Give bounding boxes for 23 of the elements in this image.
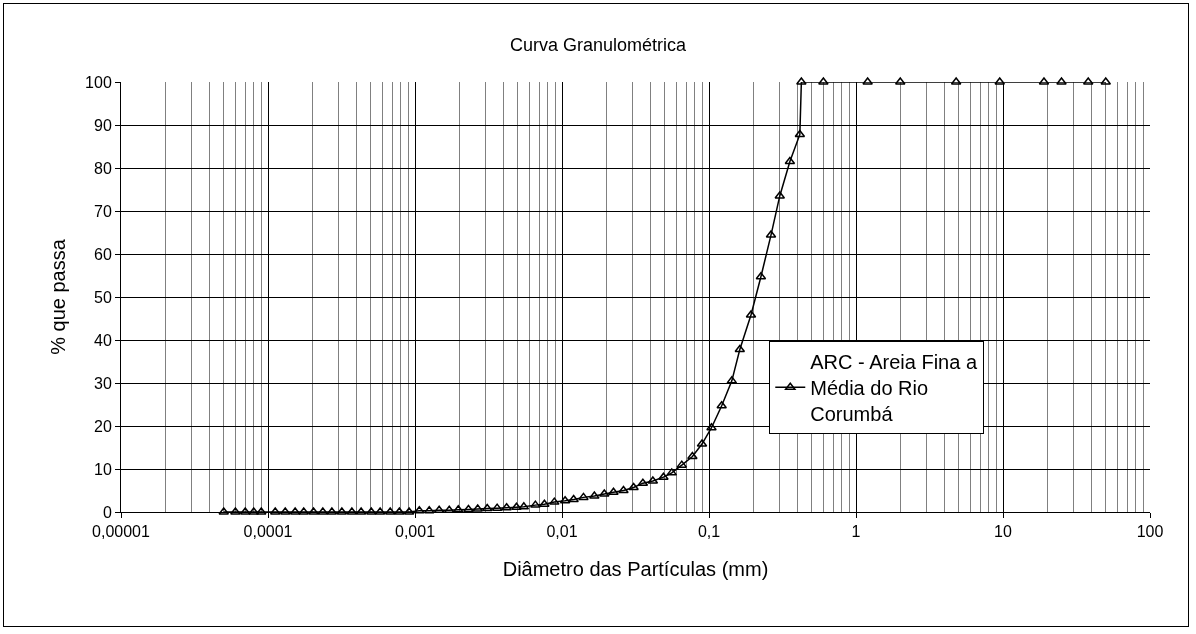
y-tick-label: 20 — [94, 417, 112, 435]
x-axis-title: Diâmetro das Partículas (mm) — [502, 557, 769, 580]
y-tick-label: 90 — [94, 116, 112, 134]
x-tick-label: 0,01 — [546, 523, 578, 541]
y-tick-label: 40 — [94, 331, 112, 349]
x-tick-label: 0,1 — [697, 523, 721, 541]
y-axis-title: % que passa — [46, 238, 69, 355]
y-tick-label: 10 — [94, 460, 112, 478]
legend-label: ARC - Areia Fina a Média do Rio Corumbá — [810, 351, 978, 426]
y-tick-label: 80 — [94, 159, 112, 177]
x-tick-label: 0,00001 — [92, 523, 151, 541]
y-tick-label: 0 — [102, 503, 112, 521]
y-tick-label: 100 — [85, 73, 112, 91]
x-tick-label: 10 — [994, 523, 1012, 541]
x-tick-label: 1 — [851, 523, 861, 541]
x-tick-label: 0,0001 — [243, 523, 293, 541]
y-tick-label: 50 — [94, 288, 112, 306]
x-tick-label: 0,001 — [394, 523, 436, 541]
y-tick-label: 30 — [94, 374, 112, 392]
y-tick-label: 60 — [94, 245, 112, 263]
x-tick-label: 100 — [1136, 523, 1164, 541]
y-tick-label: 70 — [94, 202, 112, 220]
chart-title: Curva Granulométrica — [509, 34, 688, 55]
